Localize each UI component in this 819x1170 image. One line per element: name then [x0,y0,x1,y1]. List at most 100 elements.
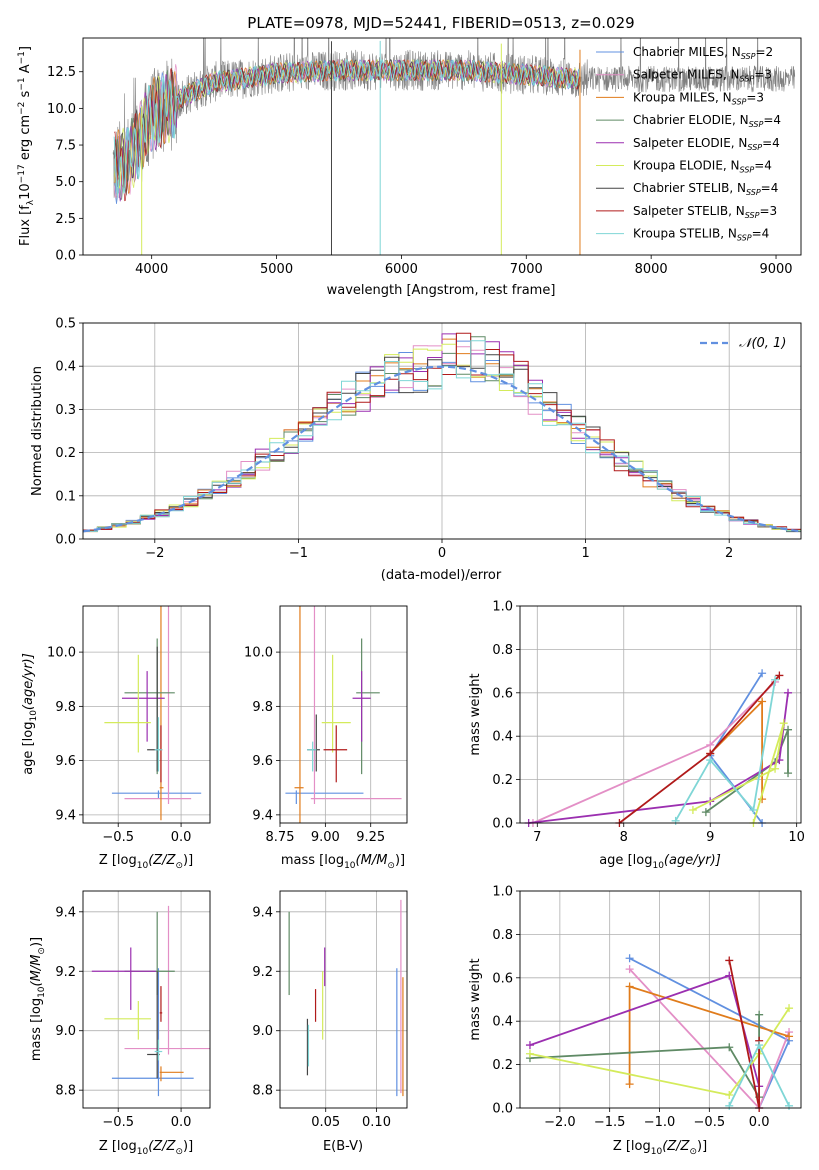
x-tick-label: 1 [581,546,589,561]
y-tick-label: 0.2 [55,446,76,461]
x-tick-label: −1.0 [644,1115,676,1130]
label-part: ⊙ [387,861,395,871]
x-tick-label: −0.5 [694,1115,726,1130]
legend-text: Chabrier STELIB, N [633,181,746,195]
x-tick-label: 5000 [260,262,293,277]
label-part: Z [log [99,1139,137,1154]
x-axis-label: age [log10(age/yr)] [599,853,721,871]
y-tick-label: 0.6 [492,686,513,701]
axes-frame [279,890,408,1109]
label-part: (age/yr)] [664,853,721,868]
label-part: λ [26,199,36,205]
x-tick-label: 0.10 [362,1115,391,1130]
weight-series-5 [692,722,785,824]
histogram-series-8 [83,340,801,532]
label-part: )] [697,1139,707,1154]
weight-marker [784,725,793,734]
y-axis-label: mass [log10(M/M⊙)] [29,937,47,1061]
plot-area [524,669,793,827]
plot-area [525,954,794,1112]
legend-sub: SSP [746,188,761,197]
x-axis-label: E(B-V) [323,1139,363,1154]
x-tick-label: 4000 [135,262,168,277]
y-tick-label: 9.4 [252,808,273,823]
legend-count: =4 [763,113,781,127]
x-axis-label: Z [log10(Z/Z⊙)] [99,853,193,871]
legend-count: =4 [752,227,770,241]
plot-area [285,606,402,823]
chart-z-mass: −0.5 0.08.89.09.29.4Z [log10(Z/Z⊙)]mass [… [29,890,211,1157]
legend-sub: SSP [741,52,756,61]
label-part: −2 [17,102,27,115]
normal-curve [83,365,801,533]
y-tick-label: 12.5 [47,65,76,80]
label-part: (Z/Z [662,1139,690,1154]
y-axis-label: mass weight [468,958,483,1040]
weight-marker [625,954,634,963]
weight-marker [706,740,715,749]
x-tick-label: 2 [725,546,733,561]
y-axis-label: age [log10(age/yr)] [21,653,39,775]
y-tick-label: 0.4 [492,1015,513,1030]
label-part: (M/M [29,955,44,987]
y-tick-label: 0.4 [55,360,76,375]
weight-series-3 [529,1014,760,1101]
chart-residuals: −2 −1 0 1 2 0.0 0.1 0.2 0.3 0.4 0.5 𝒩(0, 1) (data-mo… [30,317,802,583]
label-part: 10 [344,861,356,871]
x-tick-label: 6000 [385,262,418,277]
weight-marker [779,719,788,728]
legend-sub: SSP [740,75,755,84]
legend-sub: SSP [732,97,747,106]
axes-frame [82,322,802,540]
y-tick-label: 9.2 [55,965,76,980]
legend-text: Kroupa MILES, N [633,90,732,104]
y-tick-label: 9.0 [55,1024,76,1039]
legend-count: =3 [746,90,764,104]
weight-marker [625,965,634,974]
legend-text: Salpeter STELIB, N [633,204,745,218]
weight-marker [701,808,710,817]
label-part: ] [18,46,33,51]
y-tick-label: 5.0 [55,175,76,190]
x-tick-label: −2.0 [544,1115,576,1130]
chart-mass-age: 8.75 9.00 9.25 9.4 9.6 9.8 10.0 mass [log10(M/M… [244,605,408,871]
legend-text: Kroupa STELIB, N [633,227,737,241]
weight-marker [725,1090,734,1099]
legend-text: Salpeter MILES, N [633,68,740,82]
x-axis-label: Z [log10(Z/Z⊙)] [99,1139,193,1157]
x-tick-label: 9.00 [311,830,340,845]
y-tick-label: 0.3 [55,403,76,418]
label-part: Z [log [613,1139,651,1154]
weight-marker [784,769,793,778]
model-spectrum-8 [113,58,581,197]
label-part: 10 [29,710,39,722]
y-axis-label: Flux [fλ10−17 erg cm−2 s−1 A−1] [17,46,36,246]
y-tick-label: 9.6 [55,754,76,769]
legend-label: Kroupa STELIB, NSSP=4 [633,227,769,243]
x-tick-label: 9 [706,830,714,845]
legend-label: Salpeter ELODIE, NSSP=4 [633,136,780,152]
y-tick-label: 10.0 [47,102,76,117]
x-tick-label: 8 [620,830,628,845]
y-tick-label: 10.0 [47,646,76,661]
plot-area [288,899,404,1097]
legend-sub: SSP [740,166,755,175]
weight-marker [725,1101,734,1110]
x-tick-label: 7000 [510,262,543,277]
y-tick-label: 9.0 [252,1024,273,1039]
label-part: (age/yr)] [21,653,36,710]
label-part: −17 [17,164,27,183]
legend-label: Chabrier MILES, NSSP=2 [633,45,773,61]
label-part: age [log [599,853,652,868]
y-tick-label: 9.4 [252,905,273,920]
weight-series-4 [528,692,789,824]
axes-frame [82,37,802,256]
weight-marker [758,669,767,678]
label-part: mass [log [281,853,344,868]
label-part: )] [183,853,193,868]
weight-marker [749,805,758,814]
legend-label: Salpeter MILES, NSSP=3 [633,68,772,84]
legend-text: Chabrier MILES, N [633,45,741,59]
x-tick-label: 7 [533,830,541,845]
